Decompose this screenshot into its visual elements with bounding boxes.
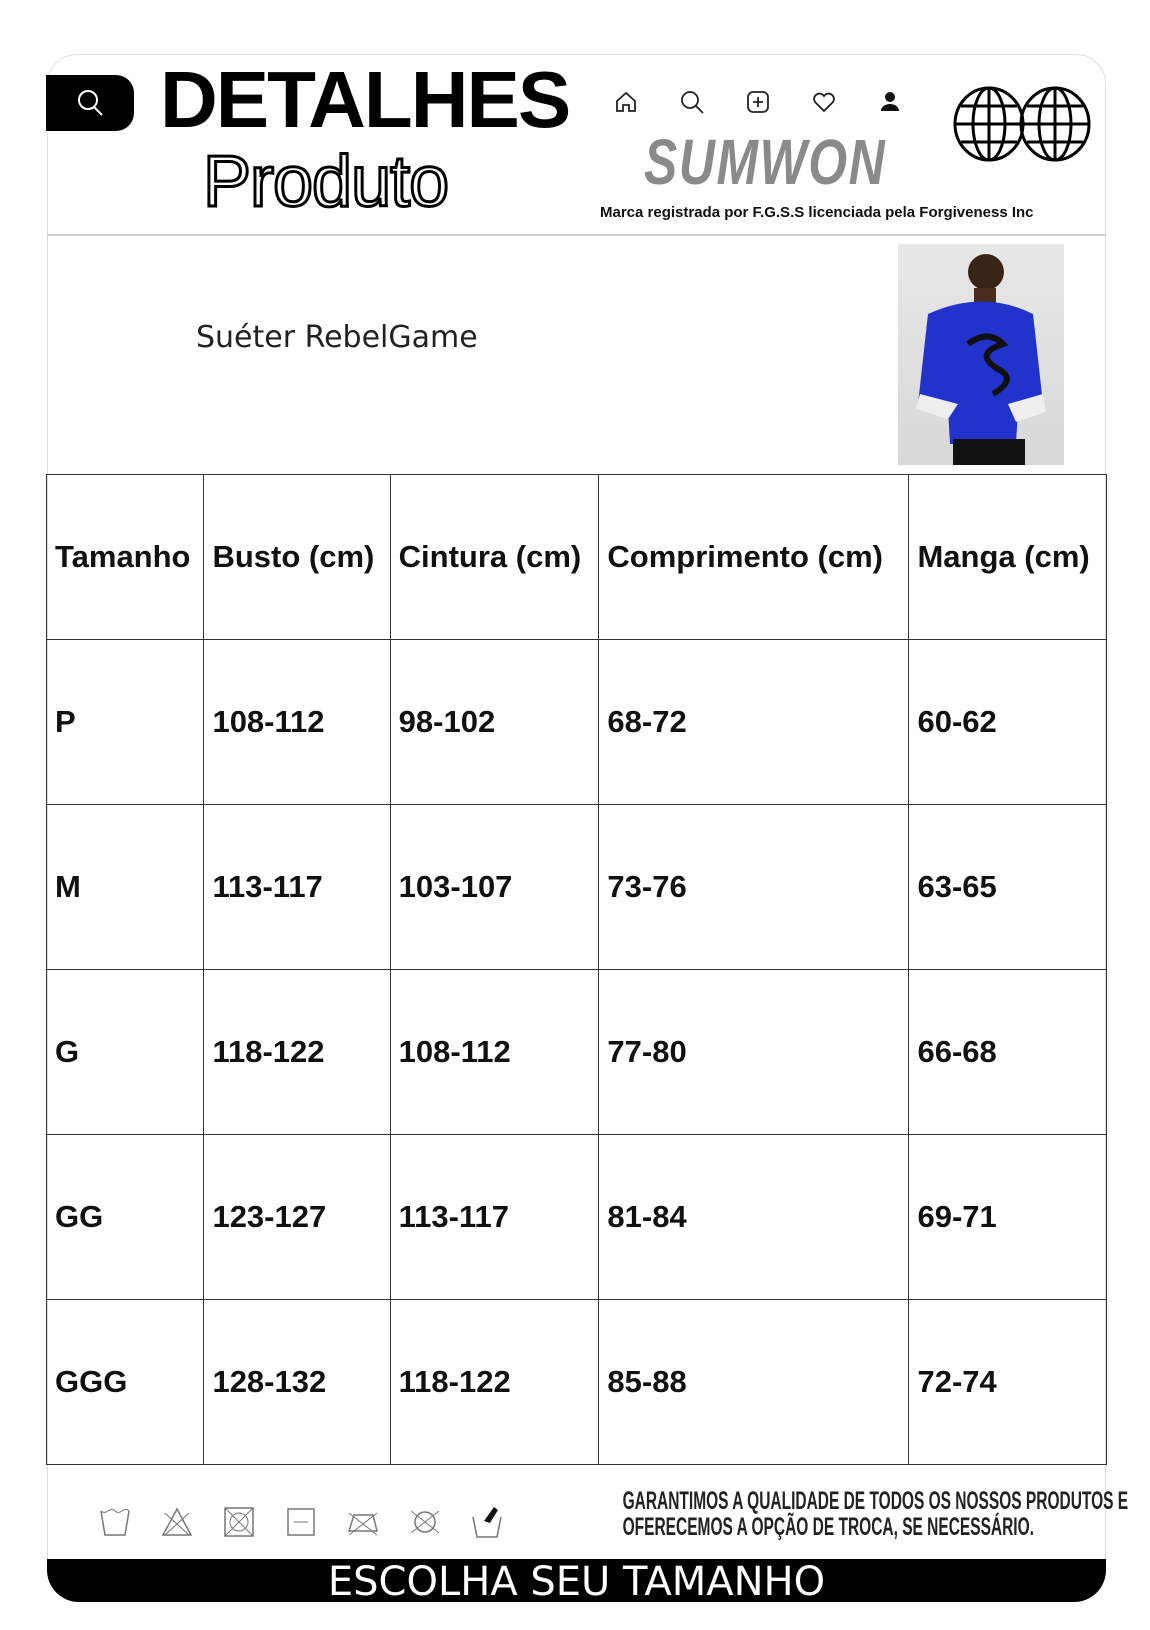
cell: 108-112 <box>203 639 391 805</box>
globe-icon <box>953 86 1091 162</box>
no-tumble-dry-icon <box>222 1505 256 1539</box>
cell: 118-122 <box>203 969 391 1135</box>
cell: 103-107 <box>389 804 600 970</box>
cell: GG <box>45 1134 205 1300</box>
cell: 98-102 <box>389 639 600 805</box>
header-cell: Cintura (cm) <box>389 474 600 640</box>
no-bleach-icon <box>160 1505 194 1539</box>
header-cell: Manga (cm) <box>908 474 1107 640</box>
cell: 72-74 <box>908 1299 1107 1465</box>
cell: 118-122 <box>389 1299 600 1465</box>
cell: 66-68 <box>908 969 1107 1135</box>
guarantee-text: GARANTIMOS A QUALIDADE DE TODOS OS NOSSO… <box>622 1487 1129 1541</box>
table-row: M 113-117 103-107 73-76 63-65 <box>45 804 1107 970</box>
care-icons <box>98 1505 504 1539</box>
header-cell: Tamanho <box>45 474 205 640</box>
heart-icon[interactable] <box>810 88 838 116</box>
user-icon[interactable] <box>876 88 904 116</box>
cell: GGG <box>45 1299 205 1465</box>
table-row: G 118-122 108-112 77-80 66-68 <box>45 969 1107 1135</box>
size-table: Tamanho Busto (cm) Cintura (cm) Comprime… <box>45 474 1107 1465</box>
cell: 128-132 <box>203 1299 391 1465</box>
table-row: P 108-112 98-102 68-72 60-62 <box>45 639 1107 805</box>
search-icon <box>78 90 103 116</box>
header-cell: Busto (cm) <box>203 474 391 640</box>
cell: 73-76 <box>598 804 910 970</box>
cell: 69-71 <box>908 1134 1107 1300</box>
header-cell: Comprimento (cm) <box>598 474 910 640</box>
cell: 85-88 <box>598 1299 910 1465</box>
search-icon[interactable] <box>678 88 706 116</box>
cell: G <box>45 969 205 1135</box>
brand-logo: SUMWON <box>644 126 887 198</box>
cell: 113-117 <box>389 1134 600 1300</box>
no-dry-clean-icon <box>408 1505 442 1539</box>
product-photo <box>898 244 1064 465</box>
cell: 68-72 <box>598 639 910 805</box>
cell: 123-127 <box>203 1134 391 1300</box>
globe-logo <box>953 86 1093 162</box>
cell: M <box>45 804 205 970</box>
hand-wash-icon <box>470 1505 504 1539</box>
dry-flat-icon <box>284 1505 318 1539</box>
cell: 60-62 <box>908 639 1107 805</box>
divider <box>47 234 1106 236</box>
cell: 77-80 <box>598 969 910 1135</box>
guarantee-line: OFERECEMOS A OPÇÃO DE TROCA, SE NECESSÁR… <box>622 1513 1034 1541</box>
home-icon[interactable] <box>612 88 640 116</box>
wash-icon <box>98 1505 132 1539</box>
table-row: GG 123-127 113-117 81-84 69-71 <box>45 1134 1107 1300</box>
cell: 63-65 <box>908 804 1107 970</box>
cell: 113-117 <box>203 804 391 970</box>
cell: 108-112 <box>389 969 600 1135</box>
guarantee-line: GARANTIMOS A QUALIDADE DE TODOS OS NOSSO… <box>622 1487 1129 1515</box>
no-iron-icon <box>346 1505 380 1539</box>
title-produto: Produto <box>201 141 450 224</box>
table-header-row: Tamanho Busto (cm) Cintura (cm) Comprime… <box>45 474 1107 640</box>
choose-size-banner: ESCOLHA SEU TAMANHO <box>47 1559 1106 1605</box>
trademark-text: Marca registrada por F.G.S.S licenciada … <box>600 204 1034 221</box>
add-icon[interactable] <box>744 88 772 116</box>
title-detalhes: DETALHES <box>160 55 571 144</box>
cell: P <box>45 639 205 805</box>
cell: 81-84 <box>598 1134 910 1300</box>
table-row: GGG 128-132 118-122 85-88 72-74 <box>45 1299 1107 1465</box>
search-button[interactable] <box>46 75 134 131</box>
product-name: Suéter RebelGame <box>196 320 478 355</box>
